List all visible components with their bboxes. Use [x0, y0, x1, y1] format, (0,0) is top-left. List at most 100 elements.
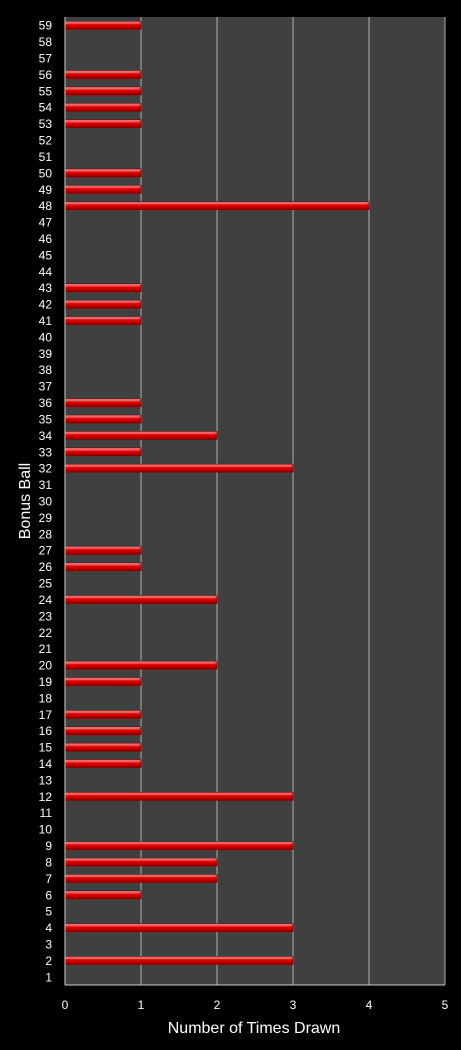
y-tick-label: 15 — [39, 741, 53, 755]
bar-48 — [64, 201, 370, 210]
bar-6 — [64, 890, 142, 900]
bar-59 — [64, 20, 142, 30]
y-tick-label: 9 — [45, 839, 52, 853]
y-tick-label: 16 — [39, 724, 53, 738]
bar-12 — [64, 792, 294, 801]
bar-26 — [64, 562, 142, 571]
bar-14 — [64, 759, 142, 768]
bar-50 — [64, 168, 142, 178]
bar-4 — [64, 923, 294, 932]
bar-55 — [64, 86, 142, 96]
gridlines — [140, 17, 446, 985]
y-tick-label: 31 — [39, 478, 53, 492]
x-axis-tick-labels: 0 1 2 3 4 5 — [62, 998, 449, 1012]
bar-54 — [64, 102, 142, 112]
bar-41 — [64, 316, 142, 325]
x-tick-label: 5 — [442, 998, 449, 1012]
y-tick-label: 14 — [39, 757, 53, 771]
plot-area — [65, 17, 445, 985]
x-tick-label: 2 — [214, 998, 221, 1012]
y-tick-label: 52 — [39, 134, 53, 148]
y-tick-label: 38 — [39, 363, 53, 377]
bar-36 — [64, 398, 142, 407]
x-tick-label: 3 — [290, 998, 297, 1012]
y-tick-label: 47 — [39, 216, 53, 230]
y-tick-label: 48 — [39, 199, 53, 213]
y-axis-title: Bonus Ball — [17, 463, 34, 540]
bar-8 — [64, 857, 218, 867]
y-tick-label: 28 — [39, 527, 53, 541]
y-tick-label: 49 — [39, 183, 53, 197]
y-tick-label: 51 — [39, 150, 53, 164]
y-tick-label: 18 — [39, 691, 53, 705]
y-tick-label: 2 — [45, 954, 52, 968]
y-tick-label: 11 — [40, 806, 53, 820]
y-tick-label: 7 — [45, 872, 52, 886]
bar-20 — [64, 660, 218, 670]
y-tick-label: 8 — [45, 855, 52, 869]
y-tick-label: 1 — [45, 970, 52, 984]
y-tick-label: 42 — [39, 298, 53, 312]
y-tick-label: 24 — [39, 593, 53, 607]
bar-42 — [64, 299, 142, 309]
y-tick-label: 17 — [39, 708, 53, 722]
y-tick-label: 13 — [39, 773, 53, 787]
y-tick-label: 35 — [39, 412, 53, 426]
y-tick-label: 55 — [39, 84, 53, 98]
bar-56 — [64, 70, 142, 79]
y-axis-tick-labels: 1234567891011121314151617181920212223242… — [39, 19, 53, 985]
x-axis-title: Number of Times Drawn — [168, 1020, 341, 1037]
y-tick-label: 22 — [39, 626, 53, 640]
y-tick-label: 32 — [39, 462, 53, 476]
y-tick-label: 21 — [39, 642, 53, 656]
y-tick-label: 25 — [39, 577, 53, 591]
y-tick-label: 29 — [39, 511, 53, 525]
y-tick-label: 23 — [39, 609, 53, 623]
y-tick-label: 41 — [39, 314, 53, 328]
y-tick-label: 34 — [39, 429, 53, 443]
y-tick-label: 33 — [39, 445, 53, 459]
y-tick-label: 10 — [39, 823, 53, 837]
bar-35 — [64, 414, 142, 424]
y-tick-label: 44 — [39, 265, 53, 279]
y-tick-label: 58 — [39, 35, 53, 49]
bar-15 — [64, 742, 142, 752]
y-tick-label: 5 — [45, 905, 52, 919]
y-tick-label: 40 — [39, 330, 53, 344]
y-tick-label: 46 — [39, 232, 53, 246]
y-tick-label: 3 — [45, 937, 52, 951]
y-tick-label: 30 — [39, 495, 53, 509]
x-tick-label: 0 — [62, 998, 69, 1012]
bar-16 — [64, 726, 142, 735]
bar-24 — [64, 595, 218, 604]
bar-7 — [64, 874, 218, 883]
bar-49 — [64, 184, 142, 194]
y-tick-label: 20 — [39, 659, 53, 673]
bar-53 — [64, 119, 142, 128]
bar-32 — [64, 463, 294, 473]
bar-27 — [64, 545, 142, 555]
bar-33 — [64, 447, 142, 457]
y-tick-label: 53 — [39, 117, 53, 131]
y-tick-label: 26 — [39, 560, 53, 574]
y-tick-label: 6 — [45, 888, 52, 902]
x-tick-label: 1 — [138, 998, 145, 1012]
bar-34 — [64, 431, 218, 440]
bar-17 — [64, 709, 142, 719]
y-tick-label: 37 — [39, 380, 53, 394]
y-tick-label: 12 — [39, 790, 53, 804]
x-tick-label: 4 — [366, 998, 373, 1012]
bar-series — [64, 20, 370, 965]
bar-19 — [64, 677, 142, 686]
y-tick-label: 50 — [39, 166, 53, 180]
y-tick-label: 43 — [39, 281, 53, 295]
y-tick-label: 56 — [39, 68, 53, 82]
y-tick-label: 19 — [39, 675, 53, 689]
y-tick-label: 45 — [39, 248, 53, 262]
bar-9 — [64, 841, 294, 850]
y-tick-label: 57 — [39, 52, 53, 66]
y-tick-label: 36 — [39, 396, 53, 410]
y-tick-label: 54 — [39, 101, 53, 115]
bar-43 — [64, 283, 142, 293]
